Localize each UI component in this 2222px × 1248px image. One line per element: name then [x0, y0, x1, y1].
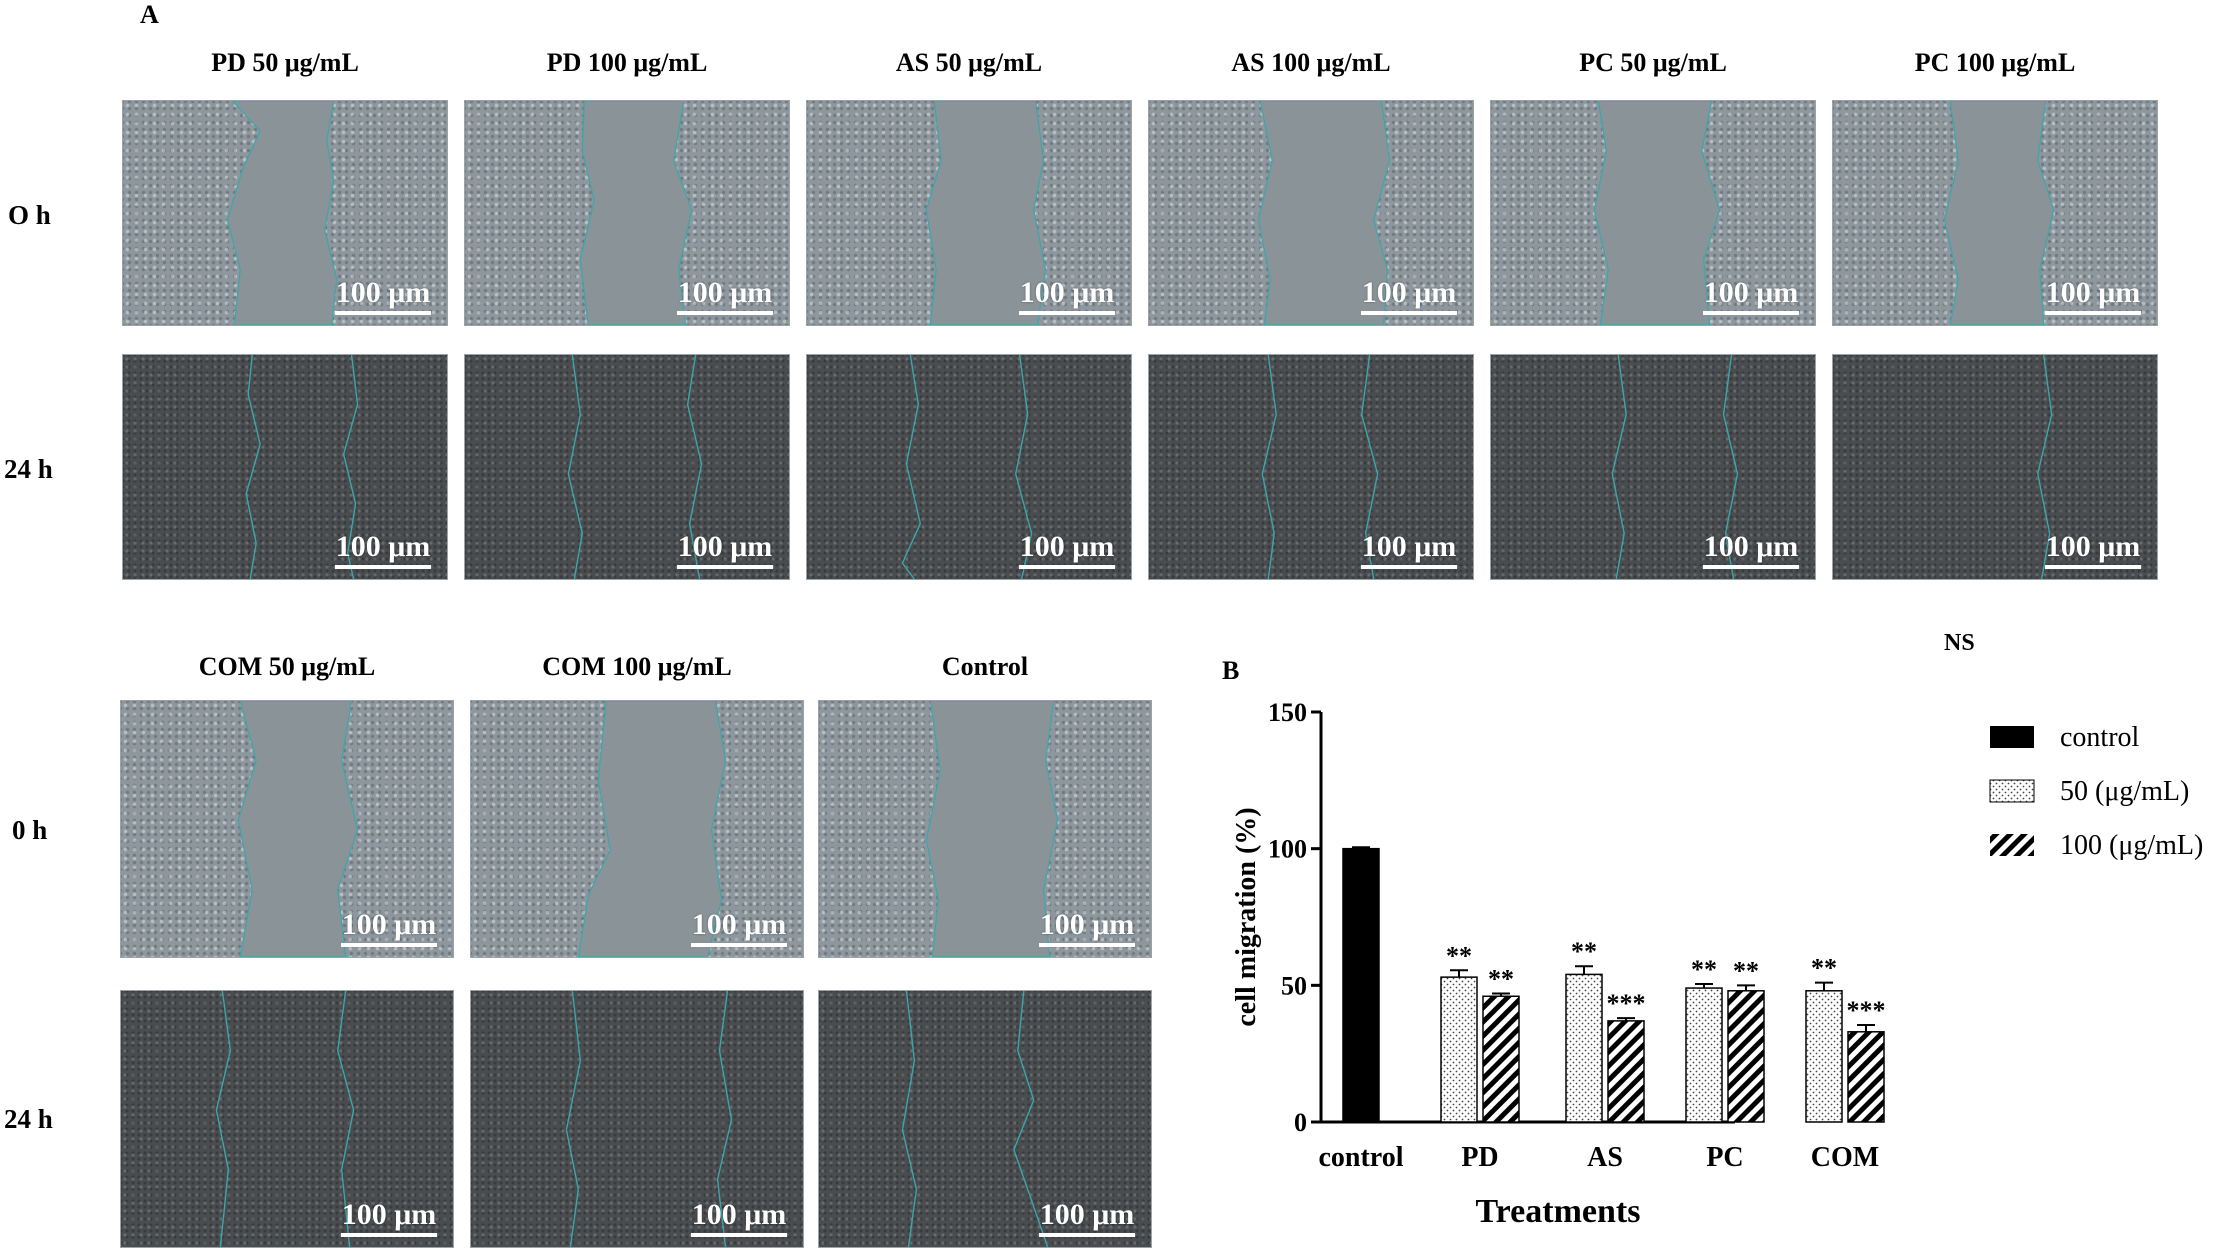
legend-label: 50 (μg/mL)	[2060, 776, 2189, 807]
y-tick-label: 150	[1268, 698, 1307, 727]
bar-dots	[1440, 976, 1478, 1123]
x-axis-title: Treatments	[1476, 1193, 1641, 1230]
significance-label: **	[1733, 956, 1759, 985]
column-label-pd-50: PD 50 μg/mL	[211, 48, 359, 77]
micrograph-as-50-0h: 100 μm	[806, 100, 1132, 326]
column-label-as-100: AS 100 μg/mL	[1231, 48, 1391, 77]
x-tick-label: COM	[1811, 1142, 1879, 1173]
ns-label: NS	[1944, 630, 1975, 656]
significance-label: **	[1488, 965, 1514, 994]
bar-stripes	[1847, 1031, 1885, 1123]
y-tick-label: 50	[1281, 971, 1307, 1000]
micrograph-pc-100-0h: 100 μm	[1832, 100, 2158, 326]
legend-label: 100 (μg/mL)	[2060, 830, 2203, 861]
y-axis-title: cell migration (%)	[1231, 807, 1262, 1026]
bar-solid	[1342, 847, 1380, 1123]
micrograph-pd-100-24h: 100 μm	[464, 354, 790, 580]
micrograph-pd-50-24h: 100 μm	[122, 354, 448, 580]
micrograph-pd-50-0h: 100 μm	[122, 100, 448, 326]
micrograph-as-100-24h: 100 μm	[1148, 354, 1474, 580]
significance-label: ***	[1847, 996, 1886, 1025]
legend-swatch	[1990, 834, 2034, 856]
significance-label: **	[1446, 941, 1472, 970]
y-tick-label: 0	[1294, 1108, 1307, 1137]
micrograph-com-100-24h: 100 μm	[470, 990, 804, 1248]
bar-dots	[1805, 990, 1843, 1123]
bar-stripes	[1607, 1020, 1645, 1123]
bar-stripes	[1727, 990, 1765, 1123]
micrograph-com-100-0h: 100 μm	[470, 700, 804, 958]
micrograph-as-50-24h: 100 μm	[806, 354, 1132, 580]
micrograph-pc-50-24h: 100 μm	[1490, 354, 1816, 580]
legend-swatch	[1989, 779, 2035, 803]
row-label-0h-top: O h	[8, 200, 51, 230]
legend-label: control	[2060, 722, 2140, 753]
x-tick-label: PD	[1461, 1142, 1498, 1173]
micrograph-pc-100-24h: 100 μm	[1832, 354, 2158, 580]
panel-b-label: B	[1222, 656, 1240, 685]
column-label-pc-100: PC 100 μg/mL	[1914, 48, 2076, 77]
row-label-0h-bottom: 0 h	[12, 815, 48, 845]
panel-a-label: A	[140, 0, 159, 29]
micrograph-com-50-24h: 100 μm	[120, 990, 454, 1248]
bar-dots	[1565, 973, 1603, 1123]
column-label-control: Control	[941, 652, 1029, 681]
bar-chart: 0 50 100 150 cell migration (%) Treatments con…	[1231, 698, 2203, 1230]
significance-label: **	[1571, 937, 1597, 966]
micrograph-as-100-0h: 100 μm	[1148, 100, 1474, 326]
bar-stripes	[1482, 995, 1520, 1123]
column-label-pd-100: PD 100 μg/mL	[546, 48, 708, 77]
micrograph-pd-100-0h: 100 μm	[464, 100, 790, 326]
micrograph-control-0h: 100 μm	[818, 700, 1152, 958]
x-tick-label: AS	[1587, 1142, 1623, 1173]
significance-label: ***	[1607, 989, 1646, 1018]
x-tick-label: control	[1318, 1142, 1403, 1173]
micrograph-control-24h: 100 μm	[818, 990, 1152, 1248]
column-label-com-100: COM 100 μg/mL	[542, 652, 732, 681]
significance-label: **	[1811, 954, 1837, 983]
column-label-as-50: AS 50 μg/mL	[895, 48, 1043, 77]
column-label-com-50: COM 50 μg/mL	[198, 652, 376, 681]
significance-label: **	[1691, 955, 1717, 984]
legend-swatch	[1990, 726, 2034, 748]
x-tick-label: PC	[1706, 1142, 1743, 1173]
y-tick-label: 100	[1268, 835, 1307, 864]
row-label-24h-top: 24 h	[4, 454, 53, 484]
micrograph-pc-50-0h: 100 μm	[1490, 100, 1816, 326]
micrograph-com-50-0h: 100 μm	[120, 700, 454, 958]
row-label-24h-bottom: 24 h	[4, 1104, 53, 1134]
bar-dots	[1685, 987, 1723, 1123]
column-label-pc-50: PC 50 μg/mL	[1579, 48, 1727, 77]
